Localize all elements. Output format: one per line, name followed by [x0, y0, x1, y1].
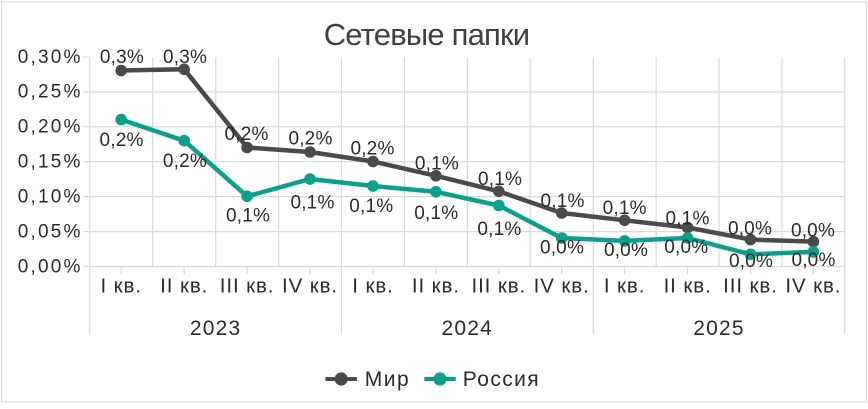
- svg-text:2024: 2024: [442, 317, 494, 340]
- svg-text:0,25%: 0,25%: [18, 82, 83, 103]
- svg-text:0,0%: 0,0%: [664, 237, 708, 258]
- svg-text:0,2%: 0,2%: [350, 139, 394, 160]
- svg-text:III кв.: III кв.: [471, 275, 526, 298]
- svg-text:0,1%: 0,1%: [349, 196, 393, 217]
- svg-text:0,0%: 0,0%: [729, 251, 773, 272]
- svg-text:0,0%: 0,0%: [604, 240, 648, 261]
- svg-text:0,15%: 0,15%: [18, 152, 83, 173]
- svg-text:IV кв.: IV кв.: [282, 275, 338, 298]
- svg-text:0,1%: 0,1%: [226, 206, 270, 227]
- svg-text:I кв.: I кв.: [352, 275, 393, 298]
- svg-text:II кв.: II кв.: [664, 275, 712, 298]
- svg-text:0,2%: 0,2%: [163, 151, 207, 172]
- svg-text:I кв.: I кв.: [100, 275, 141, 298]
- svg-text:0,2%: 0,2%: [225, 124, 269, 145]
- svg-text:0,00%: 0,00%: [18, 256, 83, 277]
- svg-text:I кв.: I кв.: [604, 275, 645, 298]
- svg-text:0,10%: 0,10%: [18, 186, 83, 207]
- svg-text:0,0%: 0,0%: [728, 219, 772, 240]
- svg-text:0,1%: 0,1%: [665, 209, 709, 230]
- svg-text:Мир: Мир: [365, 368, 410, 391]
- svg-text:0,0%: 0,0%: [791, 221, 835, 242]
- svg-text:2023: 2023: [190, 317, 242, 340]
- svg-text:0,1%: 0,1%: [603, 198, 647, 219]
- svg-text:0,2%: 0,2%: [288, 129, 332, 150]
- svg-text:0,20%: 0,20%: [18, 117, 83, 138]
- svg-text:0,3%: 0,3%: [163, 47, 207, 68]
- svg-text:Сетевые папки: Сетевые папки: [324, 17, 530, 52]
- svg-text:0,1%: 0,1%: [541, 191, 585, 212]
- svg-text:II кв.: II кв.: [412, 275, 460, 298]
- svg-text:0,3%: 0,3%: [100, 47, 144, 68]
- svg-text:0,0%: 0,0%: [540, 238, 584, 259]
- svg-text:IV кв.: IV кв.: [785, 275, 841, 298]
- svg-text:0,1%: 0,1%: [414, 203, 458, 224]
- svg-text:0,1%: 0,1%: [477, 219, 521, 240]
- svg-text:0,0%: 0,0%: [791, 250, 835, 271]
- svg-text:0,1%: 0,1%: [478, 169, 522, 190]
- svg-text:2025: 2025: [693, 317, 745, 340]
- svg-text:III кв.: III кв.: [220, 275, 275, 298]
- svg-text:0,30%: 0,30%: [18, 47, 83, 68]
- svg-text:Россия: Россия: [463, 368, 540, 391]
- svg-text:0,1%: 0,1%: [415, 154, 459, 175]
- svg-text:II кв.: II кв.: [160, 275, 208, 298]
- svg-text:III кв.: III кв.: [723, 275, 778, 298]
- svg-text:IV кв.: IV кв.: [534, 275, 590, 298]
- svg-text:0,2%: 0,2%: [100, 130, 144, 151]
- svg-text:0,1%: 0,1%: [290, 193, 334, 214]
- svg-text:0,05%: 0,05%: [18, 221, 83, 242]
